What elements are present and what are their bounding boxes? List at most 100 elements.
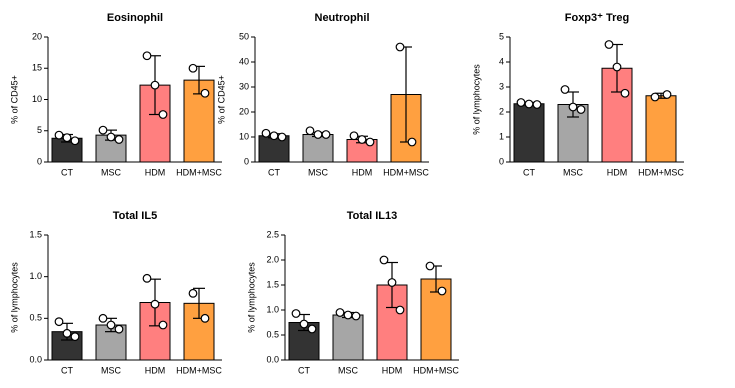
data-point bbox=[335, 308, 345, 317]
data-point bbox=[532, 100, 542, 109]
bar bbox=[513, 103, 545, 163]
data-point bbox=[313, 130, 323, 139]
data-point bbox=[516, 98, 526, 107]
data-point bbox=[158, 110, 168, 119]
data-point bbox=[188, 63, 198, 73]
data-point bbox=[351, 311, 361, 321]
data-point bbox=[269, 131, 279, 141]
y-axis-label: % of lymphocytes bbox=[471, 64, 481, 135]
y-axis-label: % of CD45+ bbox=[9, 75, 19, 124]
data-point bbox=[620, 88, 630, 98]
x-tick-label: HDM bbox=[145, 365, 166, 375]
data-point bbox=[568, 102, 578, 112]
x-tick-label: MSC bbox=[101, 365, 122, 375]
x-tick-label: HDM+MSC bbox=[383, 167, 429, 177]
y-tick-label: 30 bbox=[239, 81, 249, 91]
y-tick-label: 50 bbox=[239, 31, 249, 41]
data-point bbox=[54, 130, 64, 140]
data-point bbox=[142, 51, 152, 61]
data-point bbox=[62, 328, 72, 338]
y-tick-label: 3 bbox=[499, 81, 504, 91]
y-tick-label: 0.5 bbox=[29, 313, 42, 323]
data-point bbox=[200, 88, 210, 98]
x-tick-label: HDM bbox=[382, 365, 403, 375]
y-tick-label: 0 bbox=[37, 156, 42, 166]
data-point bbox=[349, 131, 359, 141]
data-point bbox=[150, 299, 160, 309]
y-tick-label: 20 bbox=[239, 106, 249, 116]
x-tick-label: HDM bbox=[607, 167, 628, 177]
y-tick-label: 1.5 bbox=[29, 229, 42, 239]
data-point bbox=[305, 126, 315, 136]
y-tick-label: 1 bbox=[499, 131, 504, 141]
chart-title: Eosinophil bbox=[107, 12, 163, 24]
y-tick-label: 20 bbox=[32, 31, 42, 41]
y-tick-label: 0.0 bbox=[266, 354, 279, 364]
data-point bbox=[150, 80, 160, 90]
y-tick-label: 15 bbox=[32, 63, 42, 73]
data-point bbox=[114, 324, 124, 334]
y-tick-label: 10 bbox=[32, 94, 42, 104]
data-point bbox=[524, 99, 534, 109]
chart-title: Total IL13 bbox=[347, 210, 398, 222]
y-tick-label: 1.5 bbox=[266, 279, 279, 289]
y-tick-label: 2 bbox=[499, 106, 504, 116]
y-tick-label: 1.0 bbox=[266, 304, 279, 314]
data-point bbox=[98, 125, 108, 135]
x-tick-label: MSC bbox=[308, 167, 329, 177]
x-tick-label: HDM bbox=[145, 167, 166, 177]
x-tick-label: CT bbox=[298, 365, 310, 375]
data-point bbox=[70, 136, 80, 146]
data-point bbox=[98, 313, 108, 323]
x-tick-label: MSC bbox=[563, 167, 584, 177]
data-point bbox=[200, 313, 210, 323]
data-point bbox=[54, 317, 64, 327]
data-point bbox=[407, 137, 417, 147]
y-tick-label: 40 bbox=[239, 56, 249, 66]
bar bbox=[332, 314, 364, 361]
y-tick-label: 0 bbox=[244, 156, 249, 166]
y-tick-label: 0.0 bbox=[29, 354, 42, 364]
data-point bbox=[321, 130, 331, 139]
x-tick-label: CT bbox=[61, 167, 73, 177]
y-tick-label: 5 bbox=[499, 31, 504, 41]
y-axis-label: % of lymphocytes bbox=[9, 262, 19, 333]
data-point bbox=[277, 132, 287, 142]
data-point bbox=[395, 305, 405, 315]
y-axis-label: % of CD45+ bbox=[216, 75, 226, 124]
data-point bbox=[291, 309, 301, 318]
data-point bbox=[604, 40, 614, 49]
data-point bbox=[395, 42, 405, 52]
chart-title: Foxp3⁺ Treg bbox=[565, 12, 630, 24]
x-tick-label: CT bbox=[61, 365, 73, 375]
data-point bbox=[261, 128, 271, 138]
x-tick-label: HDM+MSC bbox=[176, 365, 222, 375]
x-tick-label: HDM+MSC bbox=[413, 365, 459, 375]
y-tick-label: 5 bbox=[37, 125, 42, 135]
data-point bbox=[379, 255, 389, 265]
chart-title: Neutrophil bbox=[315, 12, 370, 24]
data-point bbox=[343, 310, 353, 320]
bar bbox=[302, 134, 334, 163]
data-point bbox=[142, 273, 152, 283]
data-point bbox=[576, 105, 586, 114]
data-point bbox=[188, 288, 198, 298]
y-tick-label: 0.5 bbox=[266, 329, 279, 339]
y-tick-label: 10 bbox=[239, 131, 249, 141]
data-point bbox=[114, 135, 124, 144]
data-point bbox=[425, 261, 435, 271]
data-point bbox=[106, 320, 116, 330]
data-point bbox=[70, 332, 80, 342]
x-tick-label: HDM+MSC bbox=[176, 167, 222, 177]
x-tick-label: HDM bbox=[352, 167, 373, 177]
y-tick-label: 2.0 bbox=[266, 254, 279, 264]
data-point bbox=[662, 90, 672, 99]
data-point bbox=[387, 278, 397, 287]
y-tick-label: 0 bbox=[499, 156, 504, 166]
data-point bbox=[307, 324, 317, 334]
x-tick-label: HDM+MSC bbox=[638, 167, 684, 177]
chart-title: Total IL5 bbox=[113, 210, 157, 222]
data-point bbox=[612, 62, 622, 72]
data-point bbox=[62, 133, 72, 143]
